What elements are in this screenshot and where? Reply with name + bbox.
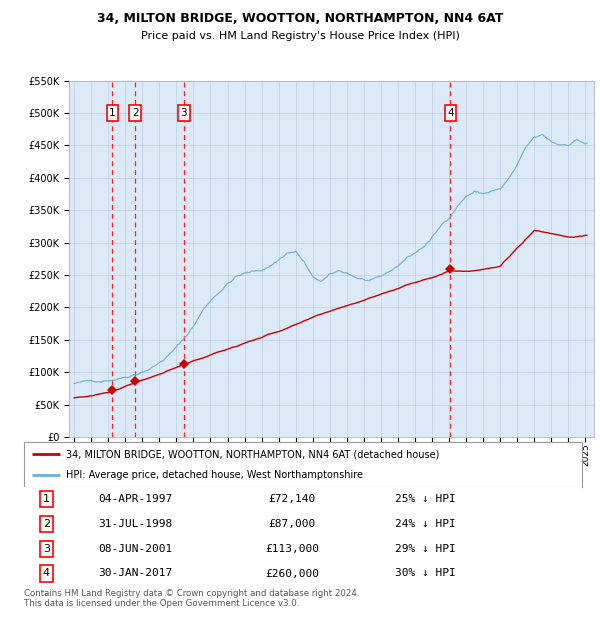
Text: 31-JUL-1998: 31-JUL-1998 xyxy=(98,519,173,529)
Text: 29% ↓ HPI: 29% ↓ HPI xyxy=(395,544,456,554)
Text: £260,000: £260,000 xyxy=(265,569,319,578)
Text: 24% ↓ HPI: 24% ↓ HPI xyxy=(395,519,456,529)
Text: 2: 2 xyxy=(43,519,50,529)
Text: 30-JAN-2017: 30-JAN-2017 xyxy=(98,569,173,578)
Text: 08-JUN-2001: 08-JUN-2001 xyxy=(98,544,173,554)
Text: Price paid vs. HM Land Registry's House Price Index (HPI): Price paid vs. HM Land Registry's House … xyxy=(140,31,460,41)
Text: 1: 1 xyxy=(109,108,116,118)
Text: 34, MILTON BRIDGE, WOOTTON, NORTHAMPTON, NN4 6AT (detached house): 34, MILTON BRIDGE, WOOTTON, NORTHAMPTON,… xyxy=(66,449,439,459)
Text: Contains HM Land Registry data © Crown copyright and database right 2024.
This d: Contains HM Land Registry data © Crown c… xyxy=(24,589,359,608)
Text: £87,000: £87,000 xyxy=(268,519,316,529)
Text: 1: 1 xyxy=(43,494,50,504)
Text: 3: 3 xyxy=(43,544,50,554)
Text: 04-APR-1997: 04-APR-1997 xyxy=(98,494,173,504)
Text: 4: 4 xyxy=(447,108,454,118)
Text: £113,000: £113,000 xyxy=(265,544,319,554)
Text: 3: 3 xyxy=(181,108,187,118)
Text: 30% ↓ HPI: 30% ↓ HPI xyxy=(395,569,456,578)
Text: 4: 4 xyxy=(43,569,50,578)
Text: 34, MILTON BRIDGE, WOOTTON, NORTHAMPTON, NN4 6AT: 34, MILTON BRIDGE, WOOTTON, NORTHAMPTON,… xyxy=(97,12,503,25)
Text: 2: 2 xyxy=(132,108,139,118)
Text: 25% ↓ HPI: 25% ↓ HPI xyxy=(395,494,456,504)
Text: HPI: Average price, detached house, West Northamptonshire: HPI: Average price, detached house, West… xyxy=(66,469,363,480)
Text: £72,140: £72,140 xyxy=(268,494,316,504)
